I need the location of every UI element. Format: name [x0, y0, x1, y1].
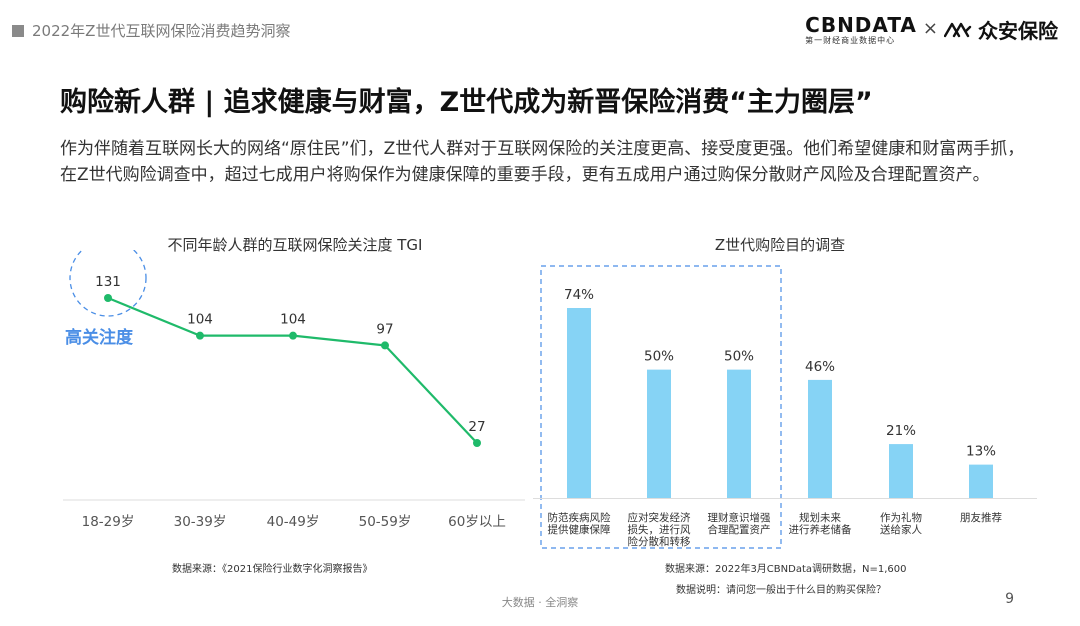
- bar-chart-tick-label: 防范疾病风险: [548, 511, 611, 524]
- line-chart-tick-label: 60岁以上: [448, 514, 506, 530]
- cbndata-logo: CBNDATA 第一财经商业数据中心: [805, 14, 917, 46]
- bar-chart-title: Z世代购险目的调查: [714, 236, 846, 254]
- bar-chart-tick-label: 合理配置资产: [708, 523, 771, 536]
- bar-chart-tick-label: 朋友推荐: [960, 511, 1002, 524]
- bar-chart-data-label: 50%: [644, 349, 674, 365]
- bar-chart-tick-label: 险分散和转移: [628, 535, 691, 548]
- zhongan-logo: 众安保险: [944, 14, 1058, 44]
- bar-chart-tick-label: 作为礼物: [880, 511, 922, 524]
- bar-chart-tick-label: 理财意识增强: [708, 511, 771, 524]
- line-chart-data-label: 131: [95, 274, 121, 290]
- bar-chart-highlight-box: [540, 265, 782, 549]
- zhongan-mark-icon: [944, 22, 972, 38]
- bar-chart-tick-label: 进行养老储备: [789, 523, 852, 536]
- header-marker: [12, 25, 24, 37]
- cbndata-logo-subtext: 第一财经商业数据中心: [805, 36, 896, 45]
- bar-chart-data-label: 46%: [805, 359, 835, 375]
- page-title: 购险新人群 | 追求健康与财富，Z世代成为新晋保险消费“主力圈层”: [60, 87, 873, 118]
- bar-chart-bar: [727, 369, 751, 498]
- line-chart-data-label: 104: [187, 312, 213, 328]
- brand-logo: CBNDATA 第一财经商业数据中心 × 众安保险: [805, 14, 1058, 48]
- line-chart-point: [473, 439, 481, 447]
- bar-chart-data-label: 13%: [966, 444, 996, 460]
- line-chart-highlight-circle: [69, 250, 147, 317]
- bar-chart-bar: [567, 308, 591, 498]
- bar-chart-data-label: 74%: [564, 287, 594, 303]
- line-chart-point: [289, 331, 297, 340]
- line-chart-tick-label: 40-49岁: [267, 514, 320, 530]
- page-number: 9: [1005, 591, 1014, 607]
- bar-chart-bar: [889, 444, 913, 498]
- header-title: 2022年Z世代互联网保险消费趋势洞察: [32, 22, 291, 40]
- footer-slogan: 大数据 · 全洞察: [501, 596, 579, 609]
- line-chart-tick-label: 18-29岁: [82, 514, 135, 530]
- bar-chart-note: 数据说明：请问您一般出于什么目的购买保险？: [676, 585, 886, 596]
- logo-separator: ×: [922, 18, 938, 39]
- bar-chart-source: 数据来源：2022年3月CBNData调研数据，N=1,600: [665, 564, 907, 575]
- cbndata-logo-text: CBNDATA: [805, 13, 917, 37]
- bar-chart-data-label: 50%: [724, 349, 754, 365]
- zhongan-logo-text: 众安保险: [978, 18, 1058, 43]
- line-chart-tick-label: 50-59岁: [359, 514, 412, 530]
- line-chart-source: 数据来源：《2021保险行业数字化洞察报告》: [172, 564, 373, 575]
- line-chart-data-label: 97: [376, 321, 393, 337]
- page-description: 作为伴随着互联网长大的网络“原住民”们，Z世代人群对于互联网保险的关注度更高、接…: [60, 139, 1025, 185]
- line-chart-data-label: 104: [280, 312, 306, 328]
- bar-chart-tick-label: 规划未来: [799, 511, 841, 524]
- bar-chart-bar: [969, 464, 993, 498]
- line-chart-point: [381, 341, 389, 350]
- bar-chart-bar: [647, 369, 671, 498]
- bar-chart-tick-label: 提供健康保障: [548, 523, 611, 536]
- bar-chart-bar: [808, 379, 832, 498]
- line-chart: 高关注度 131 18-29岁 104 30-39岁 104 40-49岁 97 50-59岁 2…: [63, 250, 525, 530]
- line-chart-point: [104, 294, 112, 302]
- line-chart-title: 不同年龄人群的互联网保险关注度 TGI: [167, 236, 423, 254]
- line-chart-tick-label: 30-39岁: [174, 514, 227, 530]
- line-chart-data-label: 27: [468, 419, 485, 435]
- line-chart-annotation: 高关注度: [65, 327, 134, 348]
- bar-chart-tick-label: 损失，进行风: [628, 523, 691, 536]
- line-chart-point: [196, 331, 204, 340]
- bar-chart-tick-label: 送给家人: [880, 523, 922, 536]
- bar-chart-data-label: 21%: [886, 423, 916, 439]
- bar-chart-tick-label: 应对突发经济: [628, 511, 691, 524]
